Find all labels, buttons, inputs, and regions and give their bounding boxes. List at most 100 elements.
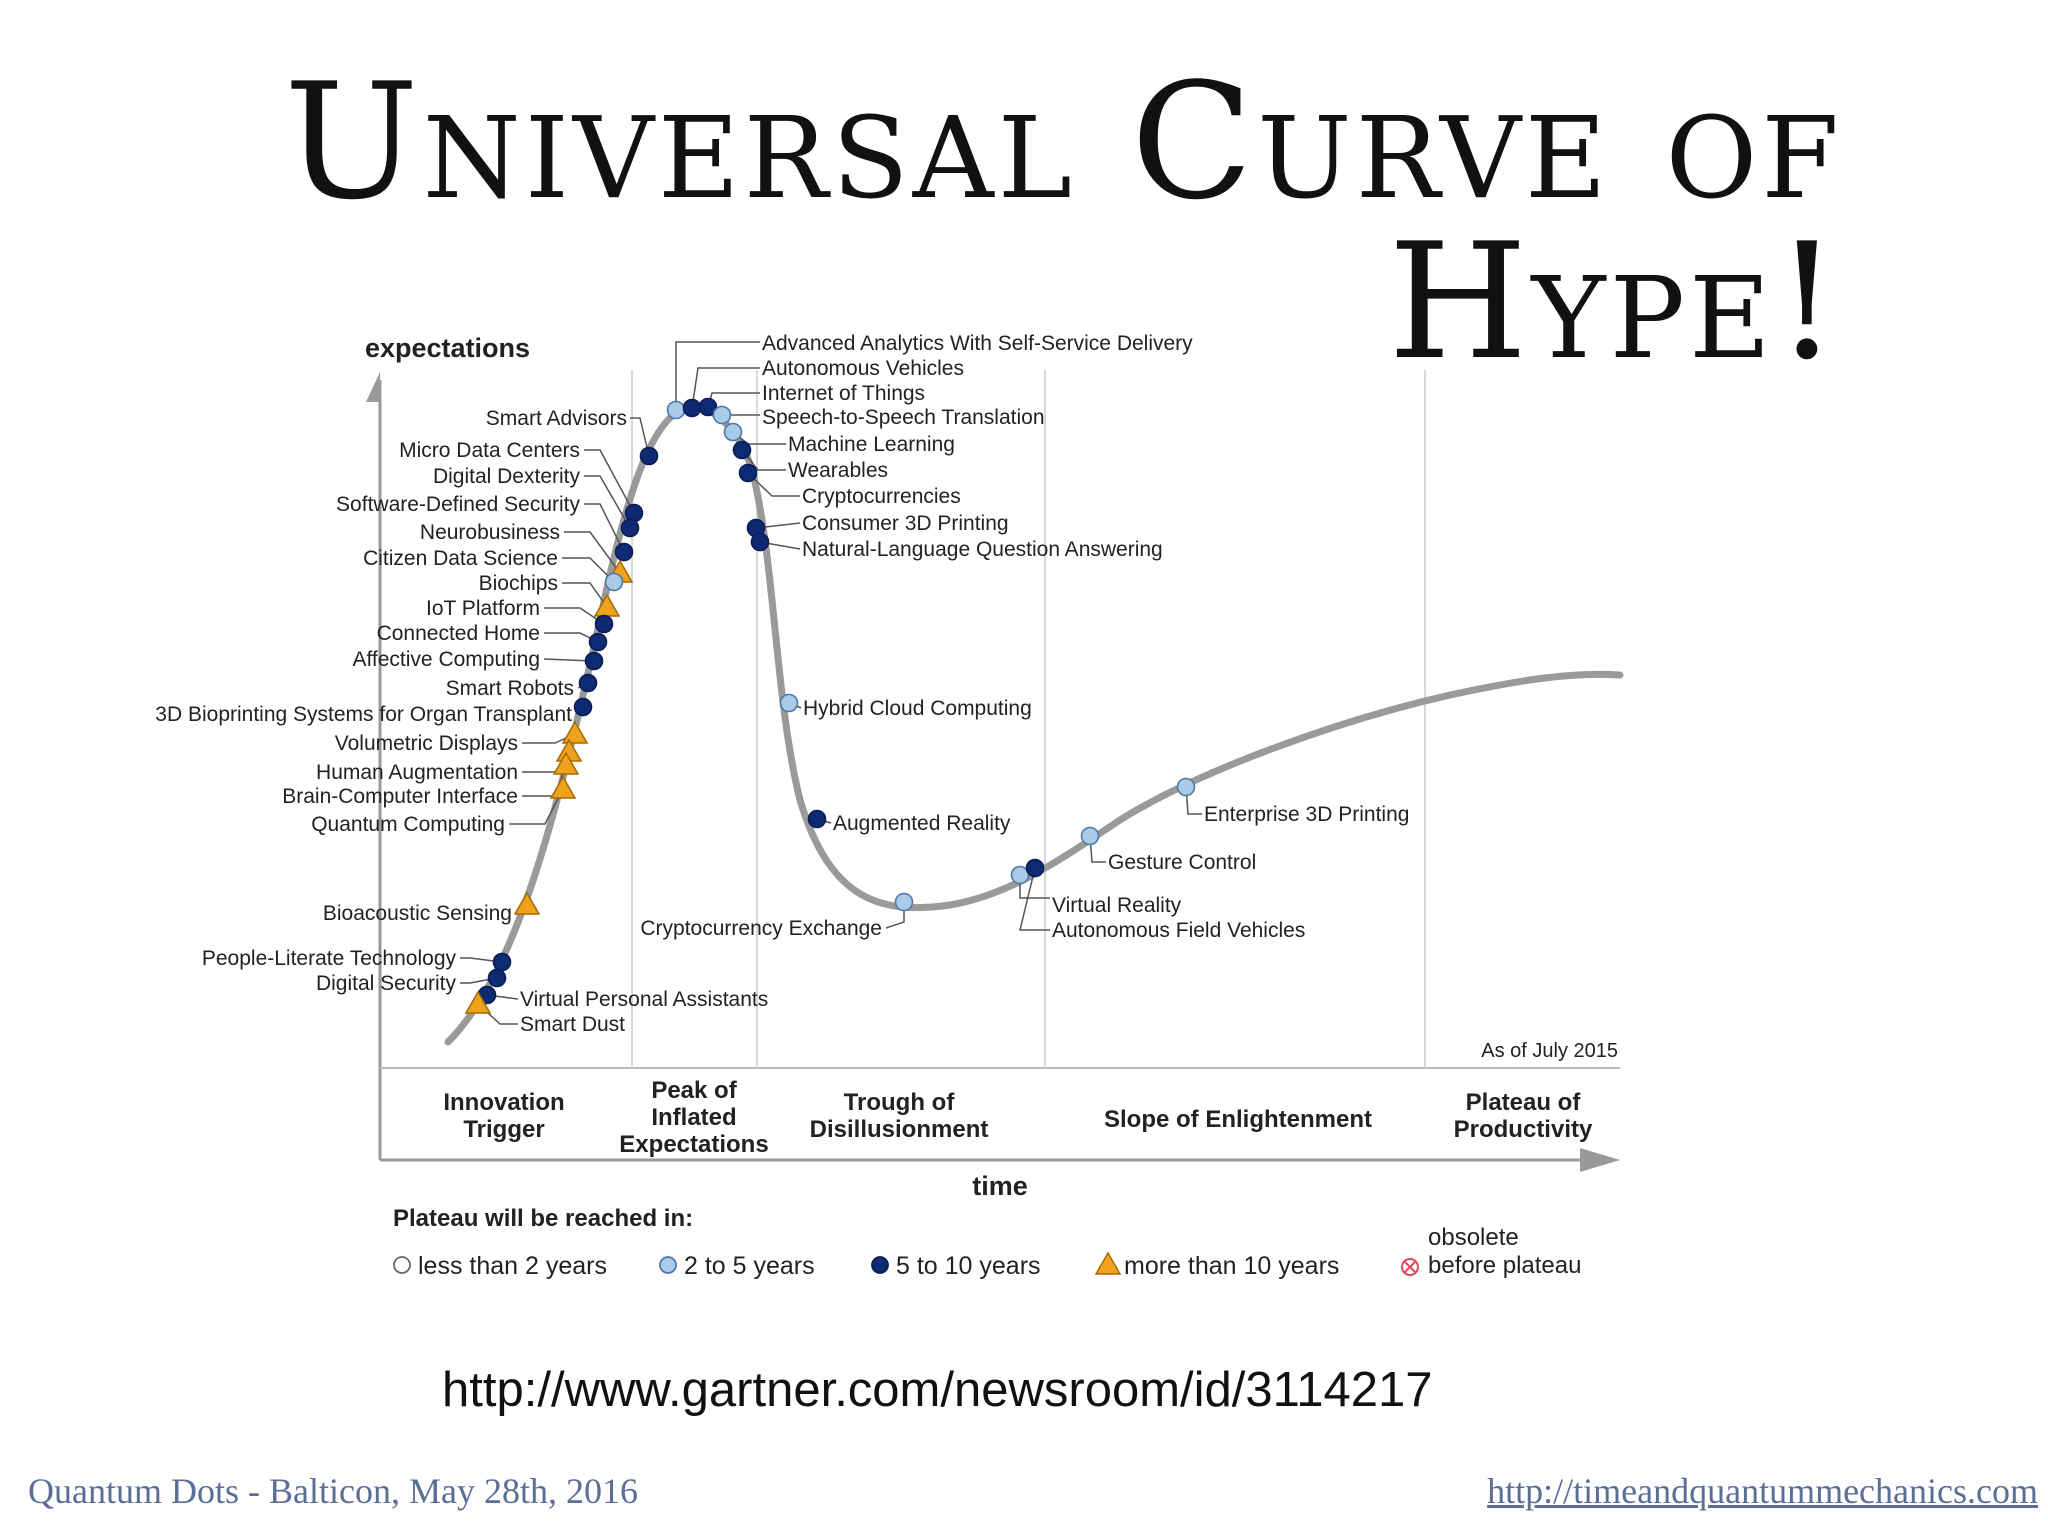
legend-more-than-10-years-marker <box>1094 1251 1122 1275</box>
footer-website-link[interactable]: http://timeandquantummechanics.com <box>1487 1471 2038 1511</box>
leader-biochips <box>562 582 608 608</box>
marker-smart-advisors <box>639 446 659 466</box>
marker-speech-to-speech-translation <box>712 405 732 425</box>
marker-people-literate-technology <box>492 952 512 972</box>
legend-5-to-10-years-label: 5 to 10 years <box>896 1252 1041 1280</box>
marker-quantum-computing <box>549 775 577 799</box>
label-bioacoustic-sensing: Bioacoustic Sensing <box>323 902 512 925</box>
marker-digital-dexterity <box>620 518 640 538</box>
marker-affective-computing <box>584 651 604 671</box>
source-url[interactable]: http://www.gartner.com/newsroom/id/31142… <box>442 1363 1433 1417</box>
label-machine-learning: Machine Learning <box>788 433 955 456</box>
leader-micro-data-centers <box>584 449 635 514</box>
phase-label-2: Peak of Inflated Expectations <box>619 1077 768 1158</box>
marker-smart-dust <box>464 990 492 1014</box>
marker-smart-robots <box>578 673 598 693</box>
label-hybrid-cloud-computing: Hybrid Cloud Computing <box>803 697 1032 720</box>
label-quantum-computing: Quantum Computing <box>311 813 505 836</box>
label-smart-dust: Smart Dust <box>520 1013 625 1036</box>
marker-iot-platform <box>594 614 614 634</box>
y-axis-label: expectations <box>365 333 530 363</box>
phase-label-1: Innovation Trigger <box>443 1089 564 1143</box>
leader-autonomous-field-vehicles <box>1019 867 1050 931</box>
label-digital-dexterity: Digital Dexterity <box>433 465 581 488</box>
legend-2-to-5-years-marker <box>659 1256 677 1274</box>
marker-internet-of-things <box>698 397 718 417</box>
marker-cryptocurrencies <box>738 463 758 483</box>
label-autonomous-field-vehicles: Autonomous Field Vehicles <box>1052 919 1305 942</box>
phase-label-3: Trough of Disillusionment <box>810 1089 989 1143</box>
marker-hybrid-cloud-computing <box>779 693 799 713</box>
y-axis-arrow <box>366 372 380 402</box>
label-digital-security: Digital Security <box>316 972 457 995</box>
marker-advanced-analytics-with-self-service-delivery <box>666 400 686 420</box>
label-cryptocurrency-exchange: Cryptocurrency Exchange <box>640 917 882 940</box>
label-neurobusiness: Neurobusiness <box>420 521 560 544</box>
leader-citizen-data-science <box>562 557 615 583</box>
label-volumetric-displays: Volumetric Displays <box>335 732 518 755</box>
label-human-augmentation: Human Augmentation <box>316 761 518 784</box>
leader-advanced-analytics-with-self-service-delivery <box>675 341 760 410</box>
label-micro-data-centers: Micro Data Centers <box>399 439 580 462</box>
label-software-defined-security: Software-Defined Security <box>336 493 580 516</box>
leader-autonomous-vehicles <box>691 367 760 409</box>
legend-5-to-10-years-marker <box>871 1256 889 1274</box>
marker-enterprise-3d-printing <box>1176 777 1196 797</box>
marker-biochips <box>593 593 621 617</box>
marker-brain-computer-interface <box>552 751 580 775</box>
marker-digital-security <box>487 968 507 988</box>
label-gesture-control: Gesture Control <box>1108 851 1256 874</box>
label-3d-bioprinting-systems-for-organ-transplant: 3D Bioprinting Systems for Organ Transpl… <box>155 703 572 726</box>
marker-3d-bioprinting-systems-for-organ-transplant <box>573 697 593 717</box>
phase-label-4: Slope of Enlightenment <box>1104 1106 1372 1133</box>
legend-obsolete-before-plateau-cross <box>1404 1261 1416 1273</box>
leader-software-defined-security <box>584 503 625 553</box>
leader-neurobusiness <box>564 531 621 574</box>
legend-obsolete-before-plateau-line1: obsolete <box>1428 1224 1519 1251</box>
label-iot-platform: IoT Platform <box>426 597 540 620</box>
marker-virtual-reality <box>1010 865 1030 885</box>
legend-title: Plateau will be reached in: <box>393 1205 693 1232</box>
label-enterprise-3d-printing: Enterprise 3D Printing <box>1204 803 1409 826</box>
leader-iot-platform <box>544 607 605 625</box>
marker-connected-home <box>588 632 608 652</box>
label-speech-to-speech-translation: Speech-to-Speech Translation <box>762 406 1045 429</box>
legend-2-to-5-years-label: 2 to 5 years <box>684 1252 815 1280</box>
legend-obsolete-before-plateau-line2: before plateau <box>1428 1252 1581 1279</box>
marker-bioacoustic-sensing <box>513 891 541 915</box>
slide-title-line-2: Hype! <box>1388 208 1843 395</box>
marker-citizen-data-science <box>604 572 624 592</box>
legend-less-than-2-years-marker <box>393 1256 411 1274</box>
marker-wearables <box>732 440 752 460</box>
marker-machine-learning <box>723 422 743 442</box>
leader-people-literate-technology <box>460 957 503 963</box>
label-consumer-3d-printing: Consumer 3D Printing <box>802 512 1009 535</box>
label-virtual-personal-assistants: Virtual Personal Assistants <box>520 988 768 1011</box>
slide-title-line-1: Universal Curve of <box>283 48 1843 235</box>
label-virtual-reality: Virtual Reality <box>1052 894 1182 917</box>
leader-digital-dexterity <box>584 475 631 529</box>
x-axis-label: time <box>972 1171 1028 1201</box>
label-autonomous-vehicles: Autonomous Vehicles <box>762 357 964 380</box>
label-augmented-reality: Augmented Reality <box>833 812 1011 835</box>
legend-more-than-10-years-label: more than 10 years <box>1124 1252 1339 1280</box>
marker-software-defined-security <box>614 542 634 562</box>
marker-cryptocurrency-exchange <box>894 892 914 912</box>
label-biochips: Biochips <box>479 572 558 595</box>
label-smart-robots: Smart Robots <box>446 677 574 700</box>
hype-curve <box>444 403 1624 1046</box>
marker-autonomous-field-vehicles <box>1025 858 1045 878</box>
x-axis-arrow <box>1580 1148 1620 1172</box>
legend-less-than-2-years-label: less than 2 years <box>418 1252 607 1280</box>
as-of-label: As of July 2015 <box>1481 1040 1618 1062</box>
leader-quantum-computing <box>509 788 564 825</box>
label-internet-of-things: Internet of Things <box>762 382 925 405</box>
label-brain-computer-interface: Brain-Computer Interface <box>282 785 518 808</box>
marker-volumetric-displays <box>561 720 589 744</box>
label-natural-language-question-answering: Natural-Language Question Answering <box>802 538 1163 561</box>
phase-label-5: Plateau of Productivity <box>1454 1089 1593 1143</box>
label-citizen-data-science: Citizen Data Science <box>363 547 558 570</box>
label-wearables: Wearables <box>788 459 888 482</box>
leader-cryptocurrencies <box>747 472 800 497</box>
